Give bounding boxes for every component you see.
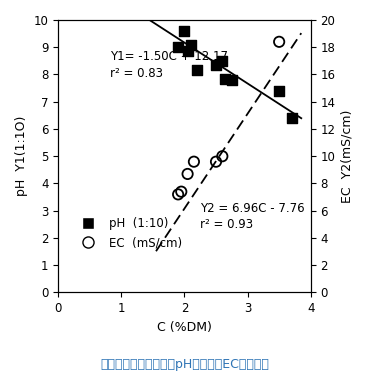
Point [223, 76, 228, 82]
Point [175, 191, 181, 197]
Point [289, 115, 295, 121]
Point [184, 171, 190, 177]
X-axis label: C (%DM): C (%DM) [157, 321, 212, 334]
Point [194, 68, 200, 74]
Point [213, 159, 219, 165]
Point [175, 44, 181, 50]
Point [191, 159, 197, 165]
Text: r² = 0.83: r² = 0.83 [110, 67, 163, 80]
Point [220, 58, 225, 64]
Text: Y2 = 6.96C - 7.76: Y2 = 6.96C - 7.76 [200, 201, 305, 214]
Point [276, 88, 282, 94]
Point [188, 42, 194, 48]
Y-axis label: pH  Y1(1:1O): pH Y1(1:1O) [15, 116, 28, 196]
Text: 図３　全窒素濃度と　pH　及び　EC　の関係: 図３ 全窒素濃度と pH 及び EC の関係 [100, 358, 269, 371]
Legend: pH  (1:10), EC  (mS/cm): pH (1:10), EC (mS/cm) [72, 213, 187, 254]
Point [213, 62, 219, 68]
Point [276, 39, 282, 45]
Point [220, 153, 225, 159]
Point [229, 77, 235, 83]
Point [178, 189, 184, 195]
Text: Y1= -1.50C + 12.17: Y1= -1.50C + 12.17 [110, 50, 228, 63]
Point [182, 28, 187, 34]
Point [184, 48, 190, 54]
Text: r² = 0.93: r² = 0.93 [200, 218, 254, 231]
Y-axis label: EC  Y2(mS/cm): EC Y2(mS/cm) [341, 110, 354, 203]
